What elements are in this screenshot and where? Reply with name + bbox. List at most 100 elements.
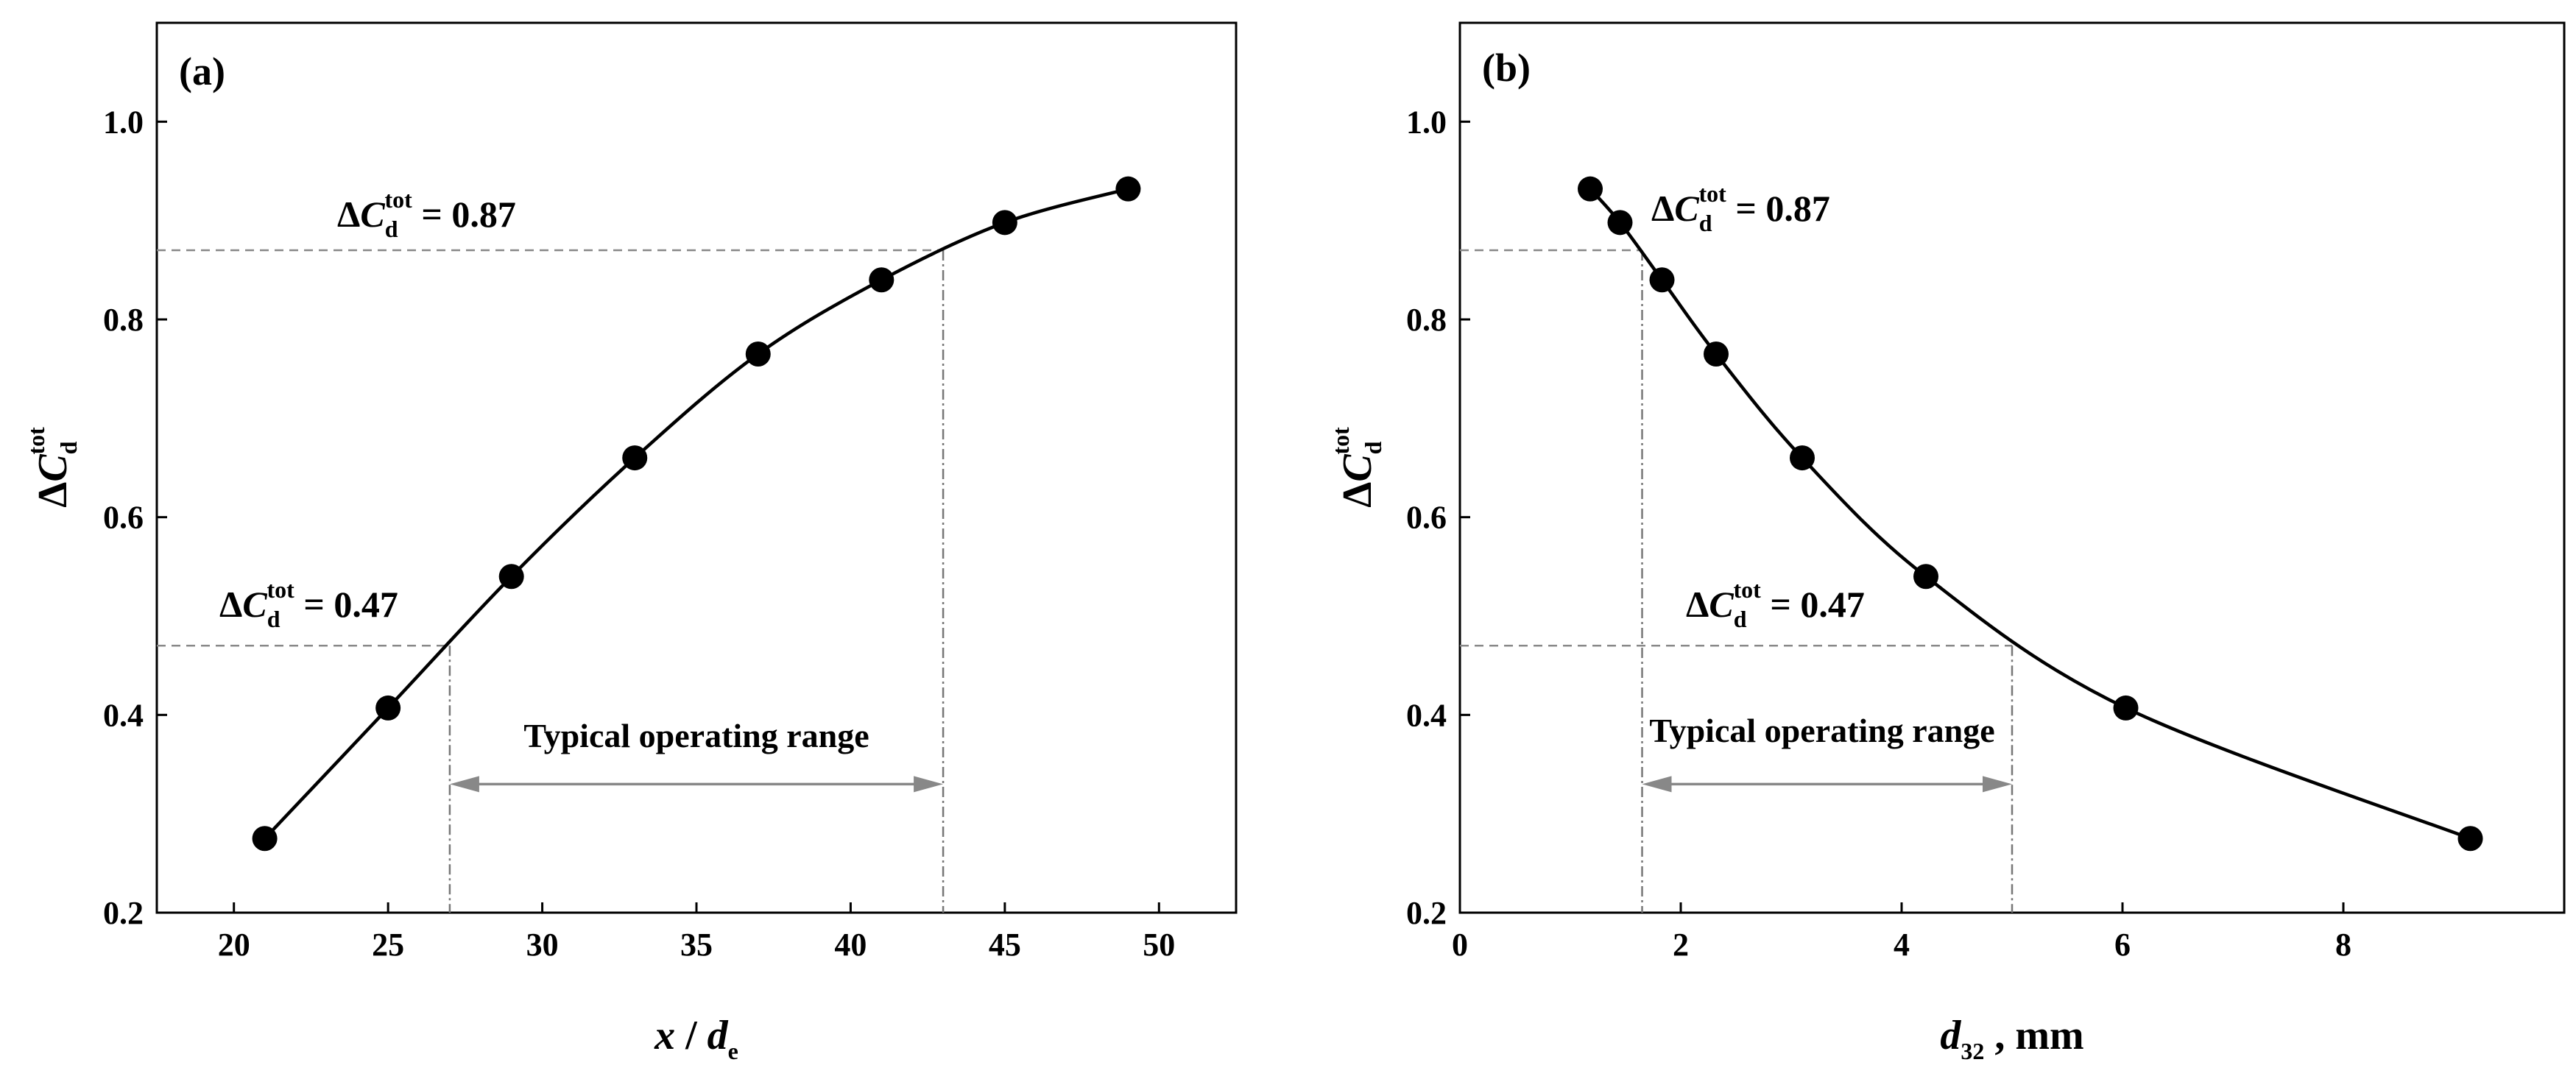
x-axis-title-a-sub: e	[728, 1038, 738, 1064]
b-y-tick-label: 1.0	[1406, 104, 1447, 140]
y-axis-title-b-var: C	[1335, 454, 1380, 482]
x-axis-title-a-sep: /	[675, 1013, 707, 1058]
y-axis-title-a-sup: tot	[23, 427, 49, 455]
x-axis-title-b: d32 , mm	[1940, 1013, 2083, 1064]
a-data-point	[1115, 176, 1141, 202]
annotation-b-047-sub: d	[1734, 606, 1747, 632]
y-axis-title-a-sub: d	[55, 441, 82, 454]
b-y-tick-label: 0.6	[1406, 500, 1447, 536]
y-axis-title-b: ΔCdtot	[1327, 427, 1386, 508]
b-operating-range	[1642, 776, 2012, 793]
a-data-point	[375, 695, 401, 721]
x-axis-title-b-sub: 32	[1961, 1038, 1984, 1064]
annotation-b-087-value: 0.87	[1765, 188, 1830, 229]
b-data-point	[2457, 826, 2483, 852]
a-x-tick-label: 45	[989, 927, 1021, 963]
annotation-b-087-eq: =	[1726, 188, 1766, 229]
a-range-arrow-left	[449, 776, 479, 793]
b-range-arrow-left	[1642, 776, 1672, 793]
annotation-a-047-value: 0.47	[334, 584, 398, 625]
a-y-tick-label: 0.6	[103, 500, 144, 536]
b-data-point	[1607, 210, 1633, 236]
x-axis-title-a-var2: d	[707, 1013, 729, 1058]
annotation-b-087-var: C	[1674, 188, 1699, 229]
b-data-point	[1704, 342, 1729, 367]
annotation-a-047-sup: tot	[267, 576, 295, 603]
a-x-tick-label: 40	[834, 927, 867, 963]
a-x-tick-label: 50	[1143, 927, 1175, 963]
y-axis-title-a: ΔCdtot	[23, 427, 82, 508]
annotation-a-087-sup: tot	[385, 186, 413, 213]
a-data-point	[498, 564, 524, 590]
y-axis-title-a-delta: Δ	[30, 482, 76, 508]
range-label-a: Typical operating range	[523, 717, 869, 754]
b-range-arrow-right	[1983, 776, 2012, 793]
a-x-tick-label: 25	[372, 927, 404, 963]
b-data-point	[1790, 445, 1815, 471]
annotation-a-047-eq: =	[294, 584, 334, 625]
b-ticks: 0 2 4 6 8 0.2 0.4 0.6 0.8 1.0	[1406, 104, 2351, 963]
annotation-a-087-delta: Δ	[337, 194, 360, 235]
range-label-b: Typical operating range	[1649, 712, 1994, 749]
a-range-arrow-right	[914, 776, 944, 793]
a-y-tick-label: 0.4	[103, 697, 144, 733]
b-y-tick-label: 0.2	[1406, 895, 1447, 931]
a-ticks: 20 25 30 35 40 45 50 0.2 0.4 0.6 0.8 1.0	[103, 104, 1175, 963]
annotation-b-047-value: 0.47	[1800, 584, 1865, 625]
annotation-b-047-sup: tot	[1734, 576, 1762, 603]
a-data-point	[869, 267, 894, 293]
b-data-point	[2113, 695, 2139, 721]
annotation-a-047-var: C	[242, 584, 267, 625]
panel-b: 0 2 4 6 80.20.40.60.81.0 (b) ΔCdtot = 0.87 Δ…	[1327, 21, 2566, 1064]
panel-a: 20 25 30 35 40 45 500.20.40.60.81.0 (a) ΔCdtot…	[23, 21, 1238, 1064]
x-axis-title-a-var: x	[654, 1013, 675, 1058]
annotation-b-047-var: C	[1709, 584, 1734, 625]
a-series-points	[252, 176, 1141, 852]
b-x-tick-label: 8	[2335, 927, 2351, 963]
y-axis-title-b-sub: d	[1360, 441, 1386, 454]
b-series-points	[1578, 176, 2483, 852]
x-axis-title-b-unit: , mm	[1984, 1013, 2083, 1058]
annotation-a-047-sub: d	[267, 606, 280, 632]
y-axis-title-a-var: C	[30, 454, 76, 482]
panel-label-a: (a)	[179, 49, 225, 93]
b-series-curve	[1589, 188, 2471, 841]
annotation-a-047: ΔCd tot = 0.47	[219, 576, 398, 632]
annotation-b-047-eq: =	[1761, 584, 1801, 625]
annotation-b-087-sup: tot	[1699, 180, 1727, 207]
y-axis-title-b-sup: tot	[1327, 427, 1354, 455]
b-y-tick-label: 0.8	[1406, 302, 1447, 338]
a-data-point	[622, 445, 648, 471]
y-axis-title-b-delta: Δ	[1335, 482, 1380, 508]
a-x-tick-label: 30	[526, 927, 559, 963]
a-reference-lines	[157, 249, 945, 913]
b-x-tick-label: 4	[1894, 927, 1910, 963]
a-y-tick-label: 0.2	[103, 895, 144, 931]
a-data-point	[992, 210, 1017, 236]
annotation-a-087-var: C	[360, 194, 385, 235]
annotation-b-087: ΔCd tot = 0.87	[1651, 180, 1830, 236]
a-data-point	[745, 342, 771, 367]
a-y-tick-label: 0.8	[103, 302, 144, 338]
annotation-b-087-sub: d	[1699, 210, 1712, 236]
b-y-tick-label: 0.4	[1406, 697, 1447, 733]
a-data-point	[252, 826, 278, 852]
a-y-tick-label: 1.0	[103, 104, 144, 140]
annotation-a-087-eq: =	[412, 194, 452, 235]
annotation-b-047: ΔCd tot = 0.47	[1686, 576, 1865, 632]
b-x-tick-label: 2	[1673, 927, 1689, 963]
annotation-a-087-value: 0.87	[451, 194, 516, 235]
annotation-a-047-delta: Δ	[219, 584, 242, 625]
annotation-b-087-delta: Δ	[1651, 188, 1674, 229]
x-axis-title-a: x / de	[654, 1013, 738, 1064]
x-axis-title-b-var: d	[1940, 1013, 1961, 1058]
a-x-tick-label: 35	[680, 927, 713, 963]
annotation-a-087-sub: d	[385, 216, 398, 242]
a-operating-range	[449, 776, 944, 793]
annotation-a-087: ΔCd tot = 0.87	[337, 186, 516, 242]
b-data-point	[1649, 267, 1675, 293]
b-data-point	[1578, 176, 1603, 202]
b-data-point	[1913, 564, 1938, 590]
annotation-b-047-delta: Δ	[1686, 584, 1709, 625]
